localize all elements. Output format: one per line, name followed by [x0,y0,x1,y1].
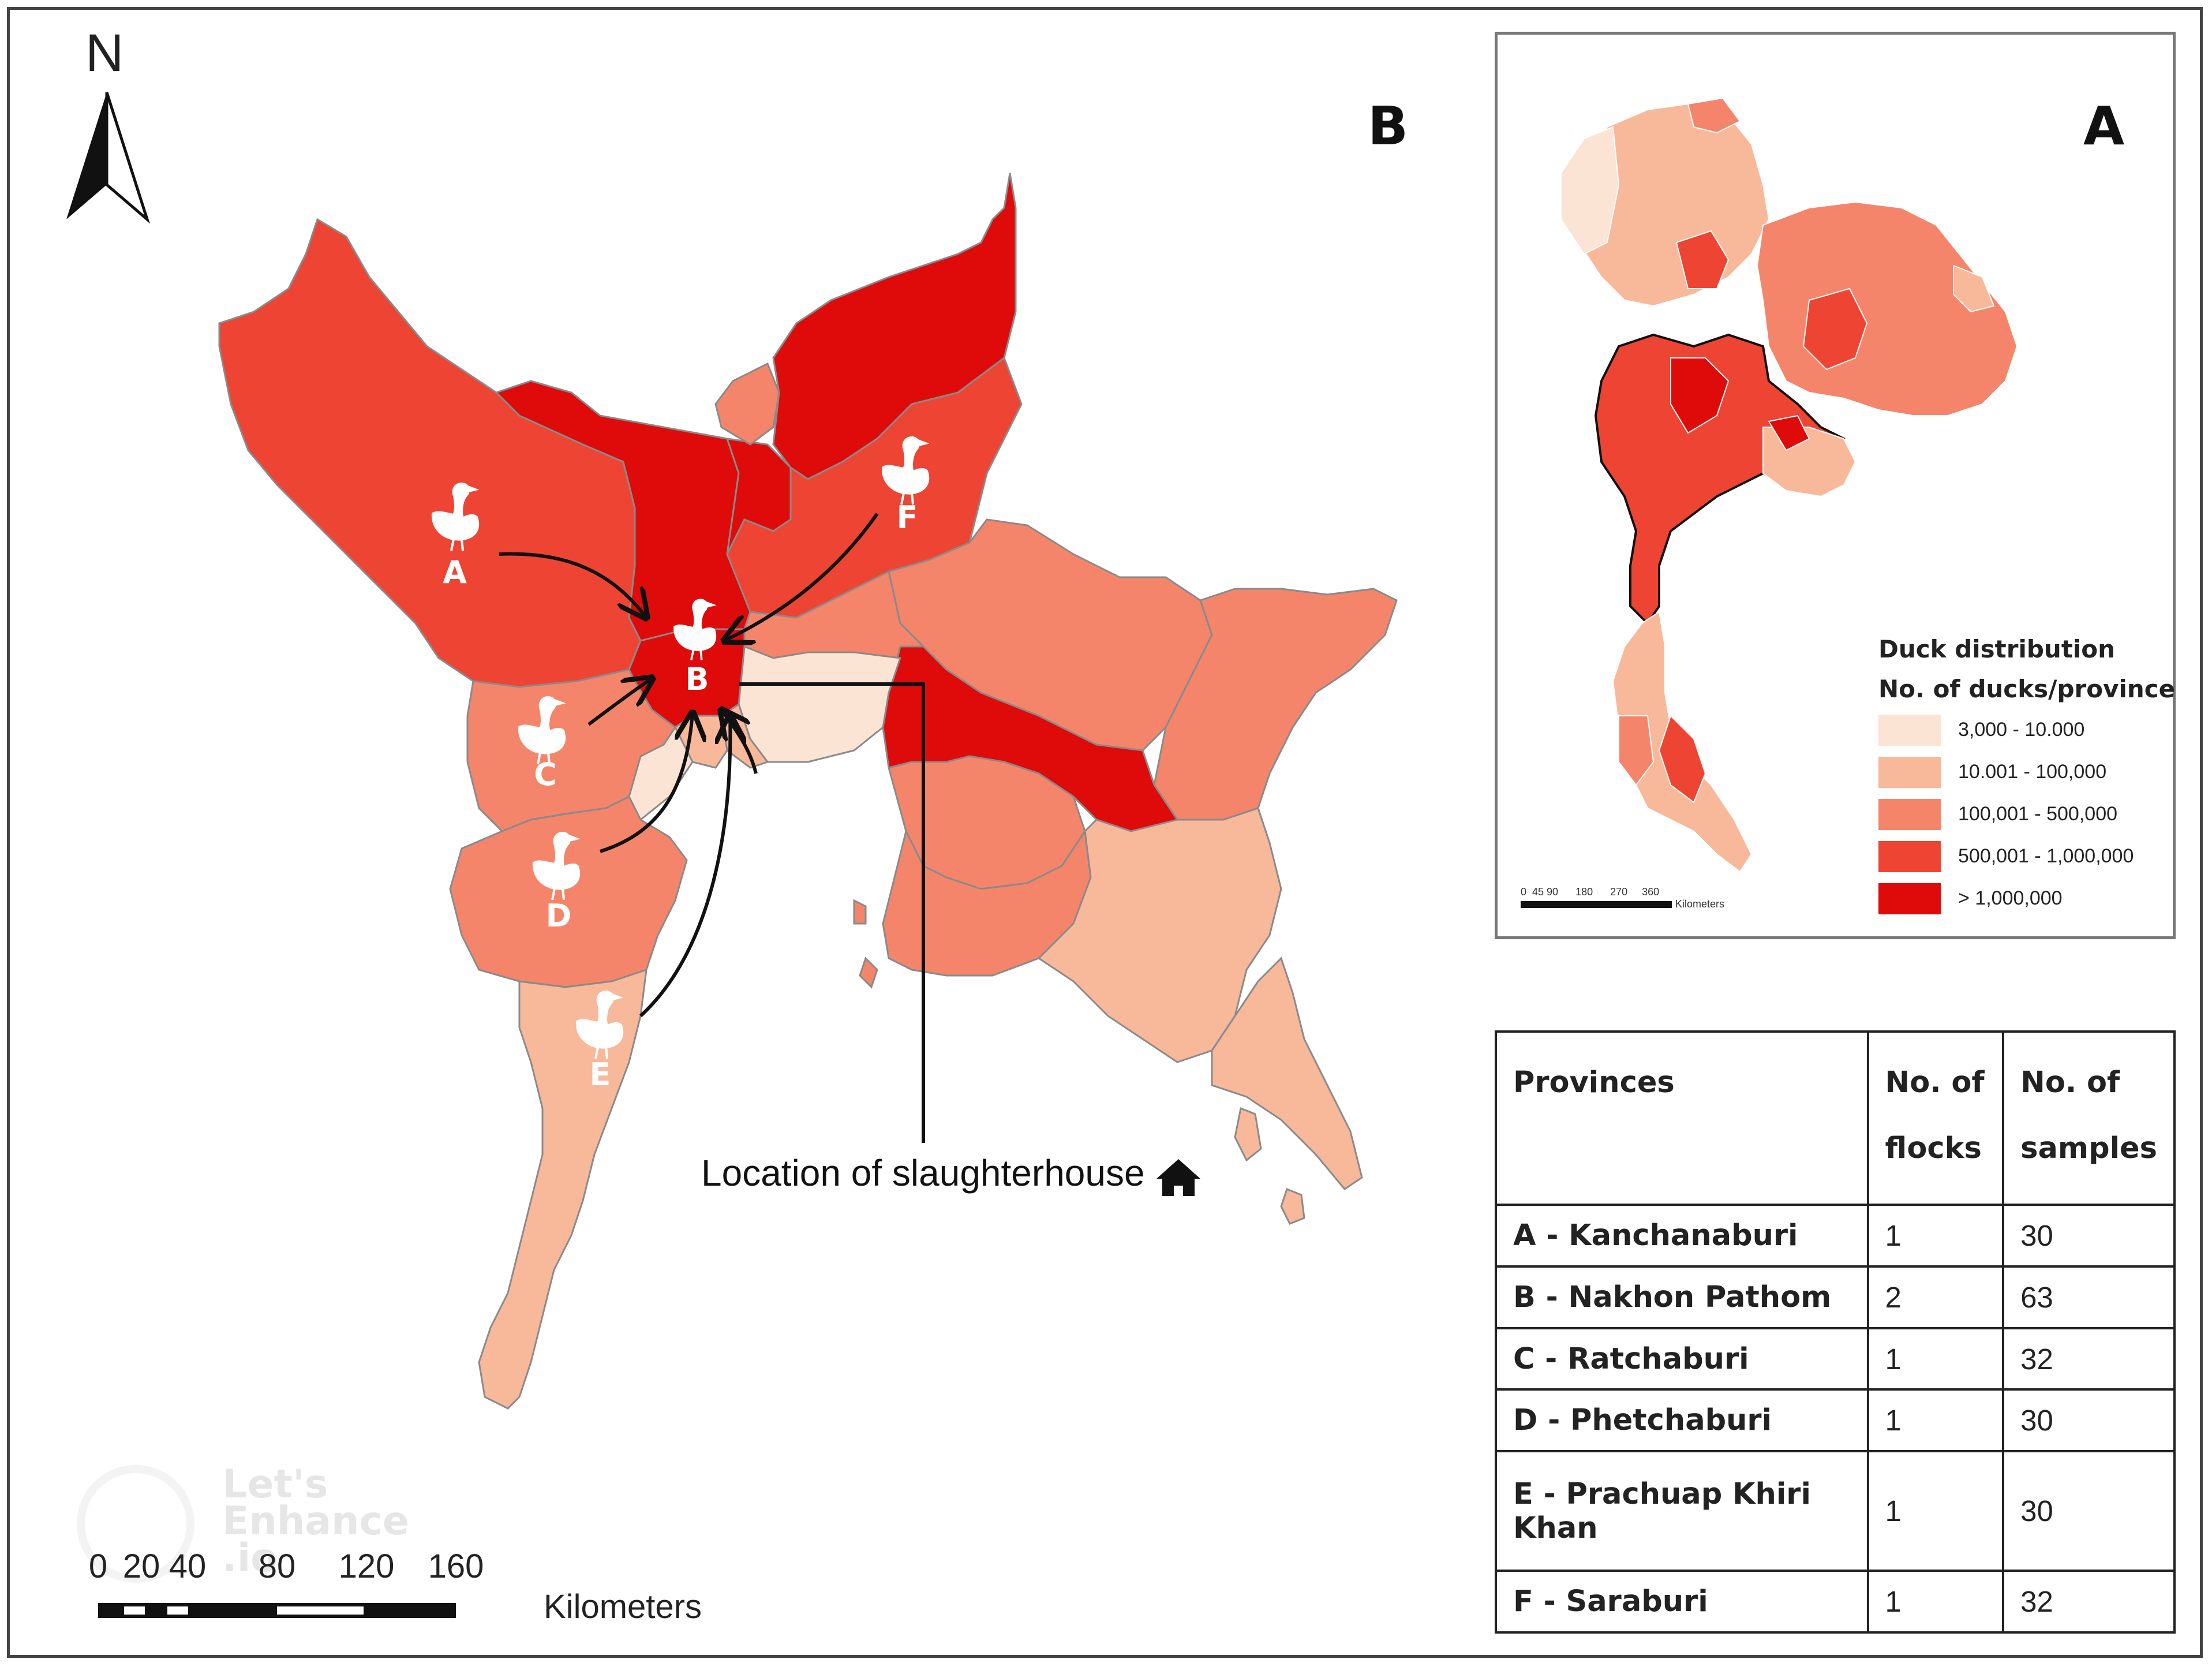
cell-flocks: 1 [1866,1388,2005,1453]
figure-frame [7,7,2203,1658]
sample-table: Provinces No. of flocks No. of samples A… [1495,1030,2176,1634]
panel-label-a: A [2083,95,2125,157]
scale-tick: 160 [428,1548,484,1585]
flock-label-d: D [546,898,572,934]
house-icon [1156,1159,1200,1196]
province-sakaeo [1153,588,1398,821]
cell-flocks: 1 [1866,1327,2005,1391]
scale-tick: 20 [122,1548,160,1585]
flock-label-a: A [443,554,467,591]
slaughterhouse-label: Location of slaughterhouse [701,1152,1145,1194]
inset-region-east-5 [1768,414,1810,451]
island [853,899,867,925]
flock-label-b: B [685,661,709,697]
scale-bar-labels: 0 20 40 80 120 160 Kilometers [87,1547,702,1626]
table-row: A - Kanchanaburi 1 30 [1495,1204,2176,1268]
cell-samples: 63 [2002,1265,2176,1329]
cell-province: A - Kanchanaburi [1495,1204,1869,1268]
legend-item: 100,001 - 500,000 [1878,793,2167,835]
island [859,956,878,989]
thailand-inset-map: A Duck distribution No. of ducks/provinc… [1495,32,2176,939]
table-row: D - Phetchaburi 1 30 [1495,1388,2176,1453]
watermark-logo [77,1465,194,1583]
scale-tick: 120 [338,1548,395,1585]
inset-region-central [1594,333,1846,626]
legend-item: 10.001 - 100,000 [1878,751,2167,793]
province-trat [1211,956,1363,1190]
arrow-e-to-b [639,716,730,1018]
province-phetchaburi [449,795,688,988]
cell-province: E - Prachuap Khiri Khan [1495,1450,1869,1572]
inset-region-south-3 [1618,715,1655,786]
province-singburi [714,362,780,446]
cell-samples: 30 [2002,1388,2176,1453]
arrow-lower-to-b [721,710,758,774]
scale-tick: 40 [169,1548,207,1585]
cell-flocks: 1 [1866,1204,2005,1268]
flock-label-f: F [897,499,918,536]
inset-region-north-4 [1675,230,1730,289]
col-header-samples: No. of samples [2002,1030,2176,1206]
legend-subtitle: No. of ducks/province [1878,675,2176,703]
inset-region-central-5 [1670,357,1730,434]
inset-region-north-east-tip [1687,97,1741,134]
panel-label-b: B [1368,95,1409,157]
col-header-provinces: Provinces [1495,1030,1869,1206]
arrow-d-to-b [600,713,693,853]
inset-scale-unit: Kilometers [1675,898,1725,910]
table-header-row: Provinces No. of flocks No. of samples [1495,1030,2176,1206]
inset-region-ne-light [1953,264,1995,313]
table-row: B - Nakhon Pathom 2 63 [1495,1265,2176,1329]
slaughterhouse-leader-line [739,682,925,1143]
scale-tick: 80 [258,1548,296,1585]
watermark-text: Let's Enhance .io [222,1462,409,1581]
legend-item: 3,000 - 10.000 [1878,709,2167,751]
island [1280,1188,1305,1225]
cell-province: C - Ratchaburi [1495,1327,1869,1391]
province-prachuap [478,968,647,1410]
north-arrow-icon [66,92,151,224]
cell-province: B - Nakhon Pathom [1495,1265,1869,1329]
table-row: C - Ratchaburi 1 32 [1495,1327,2176,1391]
cell-samples: 30 [2002,1450,2176,1572]
province-ratchaburi [466,668,677,832]
legend-item: 500,001 - 1,000,000 [1878,835,2167,877]
inset-region-south-4 [1658,715,1706,804]
arrow-c-to-b [587,678,652,726]
north-label: N [85,24,124,83]
province-kanchanaburi [218,218,642,688]
scale-bar [98,1603,456,1618]
island [1234,1107,1262,1162]
inset-scale-bar: 0 45 90 180 270 360 Kilometers [1521,886,1724,910]
inset-region-northwest [1560,126,1620,255]
inset-scale-ticks: 0 45 90 180 270 360 [1521,886,1660,898]
legend: Duck distribution No. of ducks/province … [1878,635,2176,920]
table-row: E - Prachuap Khiri Khan 1 30 [1495,1450,2176,1572]
flock-label-e: E [590,1056,611,1093]
cell-samples: 30 [2002,1204,2176,1268]
cell-province: F - Saraburi [1495,1570,1869,1634]
cell-flocks: 2 [1866,1265,2005,1329]
thailand-inset-svg [1560,97,2018,873]
province-chanthaburi [1037,807,1282,1063]
legend-title: Duck distribution [1878,635,2116,663]
arrow-a-to-b [499,552,646,618]
cell-samples: 32 [2002,1327,2176,1391]
col-header-flocks: No. of flocks [1866,1030,2005,1206]
cell-samples: 32 [2002,1570,2176,1634]
province-bangkok [738,645,902,763]
cell-flocks: 1 [1866,1570,2005,1634]
arrow-f-to-b [724,513,879,641]
inset-region-northeast-4 [1802,287,1868,371]
cell-province: D - Phetchaburi [1495,1388,1869,1453]
table-row: F - Saraburi 1 32 [1495,1570,2176,1634]
cell-flocks: 1 [1866,1450,2005,1572]
scale-unit: Kilometers [544,1588,702,1626]
flock-label-c: C [534,756,557,793]
scale-tick: 0 [88,1548,108,1585]
legend-item: > 1,000,000 [1878,877,2167,920]
